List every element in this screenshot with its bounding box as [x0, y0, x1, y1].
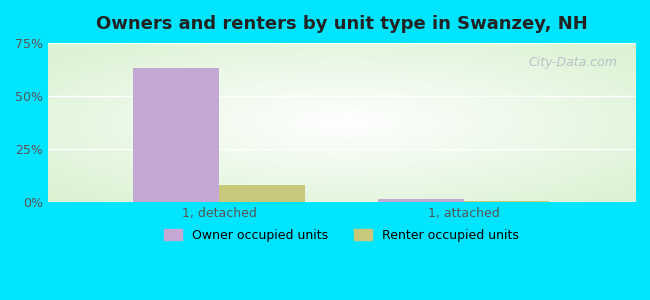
Title: Owners and renters by unit type in Swanzey, NH: Owners and renters by unit type in Swanz… [96, 15, 588, 33]
Bar [219, 185, 305, 202]
Bar [378, 199, 463, 202]
Legend: Owner occupied units, Renter occupied units: Owner occupied units, Renter occupied un… [159, 224, 524, 247]
Text: City-Data.com: City-Data.com [528, 56, 618, 69]
Bar [133, 68, 219, 202]
Bar [463, 201, 549, 202]
